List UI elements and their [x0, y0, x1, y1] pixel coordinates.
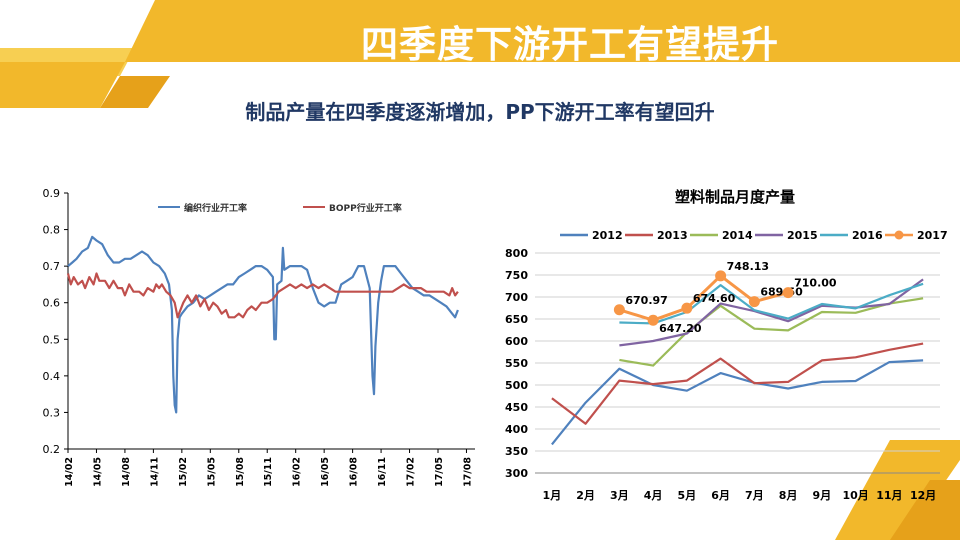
data-point — [681, 302, 693, 314]
y-tick-label: 0.3 — [43, 406, 61, 419]
title-banner — [0, 0, 960, 108]
data-point — [782, 287, 794, 299]
data-label: 670.97 — [625, 294, 667, 307]
x-tick-label: 17/08 — [462, 457, 473, 487]
x-tick-label: 4月 — [644, 489, 663, 502]
x-tick-label: 15/02 — [178, 457, 189, 487]
banner-orange-wedge — [100, 76, 170, 108]
x-tick-label: 12月 — [910, 489, 936, 502]
corner-stripe-light — [835, 440, 960, 540]
x-tick-label: 11月 — [876, 489, 902, 502]
y-tick-label: 500 — [505, 379, 528, 392]
x-tick-label: 16/05 — [320, 457, 331, 487]
x-tick-label: 16/02 — [292, 457, 303, 487]
legend-label: 编织行业开工率 — [184, 202, 247, 214]
x-tick-label: 17/02 — [406, 457, 417, 487]
data-point — [715, 270, 727, 282]
series-line-2012 — [551, 359, 924, 446]
y-tick-label: 0.7 — [43, 260, 61, 273]
x-tick-label: 15/08 — [235, 457, 246, 487]
y-tick-label: 750 — [505, 269, 528, 282]
chart-title: 塑料制品月度产量 — [675, 188, 795, 206]
x-tick-label: 8月 — [779, 489, 798, 502]
y-tick-label: 0.6 — [43, 297, 61, 310]
data-label: 647.20 — [659, 322, 702, 335]
series-line-2014 — [619, 297, 924, 367]
x-tick-label: 16/08 — [349, 457, 360, 487]
legend-label: 2017 — [917, 229, 948, 242]
x-tick-label: 6月 — [711, 489, 730, 502]
legend-label: 2012 — [592, 229, 623, 242]
x-tick-label: 3月 — [610, 489, 629, 502]
y-tick-label: 550 — [505, 357, 528, 370]
x-tick-label: 14/05 — [92, 457, 103, 487]
operating-rate-chart: 0.9 0.8 0.7 0.6 0.5 0.4 0.3 0.214/02 14/05 14/08 1… — [43, 187, 475, 487]
x-tick-label: 2月 — [576, 489, 595, 502]
data-label: 710.00 — [794, 277, 837, 290]
legend-label: 2014 — [722, 229, 753, 242]
legend-label: 2013 — [657, 229, 688, 242]
banner-main-band — [125, 0, 960, 62]
data-label: 674.60 — [693, 292, 736, 305]
plastic-output-chart: 塑料制品月度产量 800 750 700 650 600 550 500 450 400 350 30… — [505, 188, 948, 502]
y-tick-label: 0.5 — [43, 333, 61, 346]
x-tick-label: 14/11 — [149, 457, 160, 487]
series-line-2013 — [551, 342, 924, 425]
data-point — [613, 304, 625, 316]
slide-subtitle: 制品产量在四季度逐渐增加，PP下游开工率有望回升 — [245, 100, 715, 124]
x-tick-label: 5月 — [678, 489, 697, 502]
data-label: 748.13 — [727, 260, 769, 273]
y-tick-label: 0.2 — [43, 443, 61, 456]
x-tick-label: 10月 — [842, 489, 868, 502]
legend-label: 2016 — [852, 229, 883, 242]
y-tick-label: 450 — [505, 401, 528, 414]
slide-title: 四季度下游开工有望提升 — [361, 23, 779, 66]
x-tick-label: 17/05 — [434, 457, 445, 487]
legend-marker — [894, 230, 904, 240]
y-tick-label: 0.9 — [43, 187, 61, 200]
series-line-2016 — [619, 282, 924, 325]
series-line-1 — [67, 235, 459, 414]
series-line-2 — [66, 272, 459, 319]
series-line-2015 — [619, 278, 924, 347]
y-tick-label: 0.8 — [43, 224, 61, 237]
data-point — [647, 314, 659, 326]
legend-label: BOPP行业开工率 — [329, 202, 402, 214]
x-tick-label: 16/11 — [377, 457, 388, 487]
y-tick-label: 0.4 — [43, 370, 61, 383]
x-tick-label: 14/08 — [121, 457, 132, 487]
y-tick-label: 800 — [505, 247, 528, 260]
corner-decoration — [835, 440, 960, 540]
y-tick-label: 300 — [505, 467, 528, 480]
y-tick-label: 700 — [505, 291, 528, 304]
series-line-2017 — [618, 274, 789, 322]
y-tick-label: 600 — [505, 335, 528, 348]
corner-stripe-dark — [890, 480, 960, 540]
x-tick-label: 7月 — [745, 489, 764, 502]
legend-label: 2015 — [787, 229, 818, 242]
banner-left-strip — [0, 62, 125, 108]
x-tick-label: 15/11 — [263, 457, 274, 487]
x-tick-label: 9月 — [813, 489, 832, 502]
x-tick-label: 15/05 — [206, 457, 217, 487]
data-point — [748, 296, 760, 308]
x-tick-label: 1月 — [543, 489, 562, 502]
x-tick-label: 14/02 — [64, 457, 75, 487]
y-tick-label: 650 — [505, 313, 528, 326]
y-tick-label: 400 — [505, 423, 528, 436]
y-tick-label: 350 — [505, 445, 528, 458]
